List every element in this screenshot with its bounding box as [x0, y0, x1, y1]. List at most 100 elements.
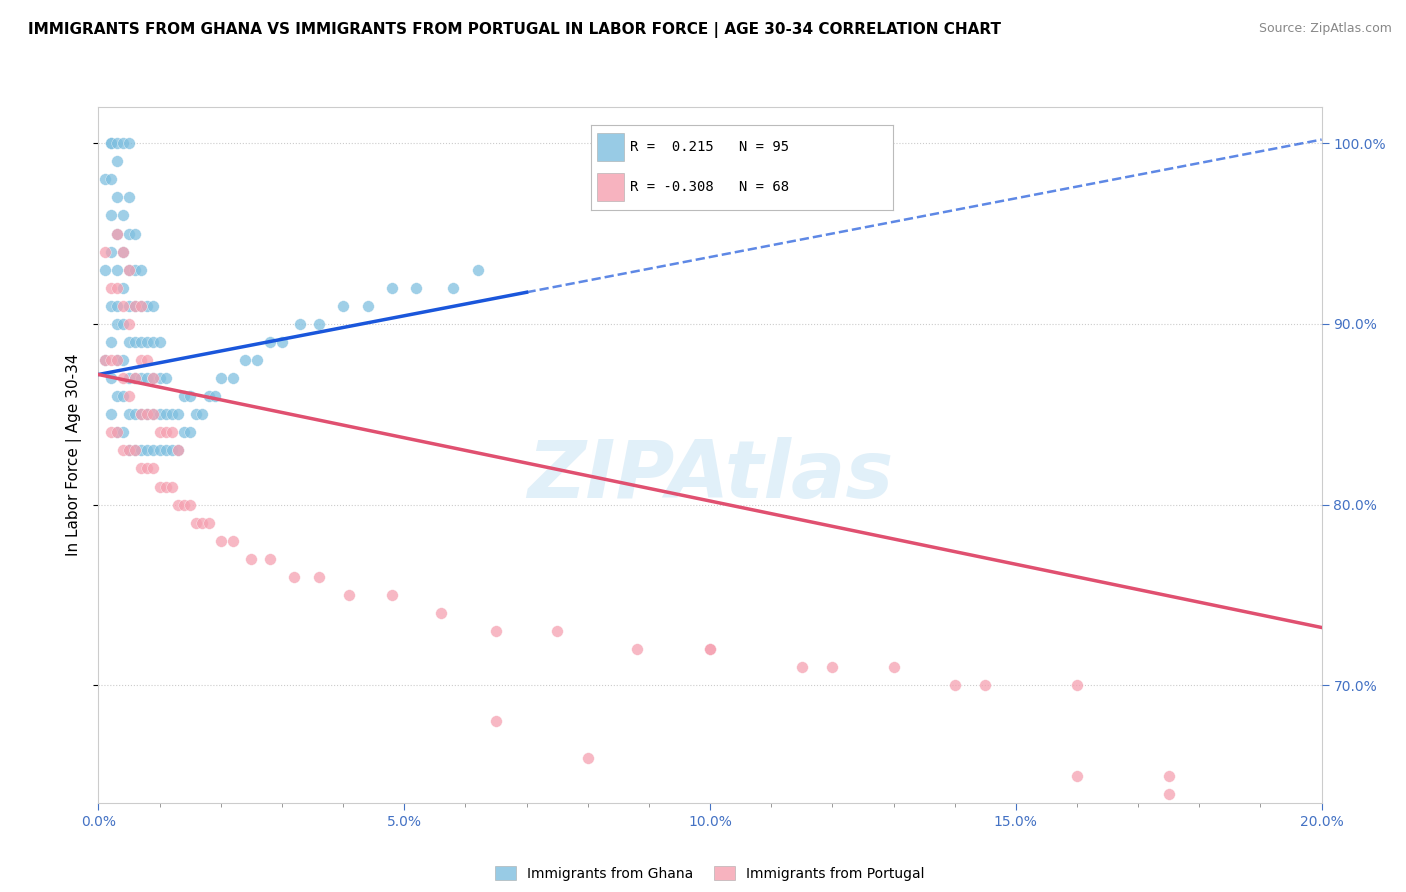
Point [197, 389, 219, 403]
Point [155, 479, 177, 493]
Point [441, 281, 464, 295]
Point [179, 389, 201, 403]
Point [179, 425, 201, 440]
Point [155, 443, 177, 458]
Point [118, 299, 141, 313]
Point [142, 443, 165, 458]
Point [883, 660, 905, 674]
Point [129, 299, 152, 313]
Point [118, 262, 141, 277]
Point [149, 371, 172, 385]
Point [111, 209, 134, 223]
Point [430, 606, 453, 620]
Point [129, 407, 152, 421]
Point [118, 190, 141, 204]
Point [308, 570, 330, 584]
Point [222, 533, 245, 548]
Point [118, 136, 141, 151]
Point [149, 479, 172, 493]
Point [111, 244, 134, 259]
Point [943, 678, 966, 692]
Point [155, 425, 177, 440]
Point [204, 389, 226, 403]
Point [142, 407, 165, 421]
Point [160, 443, 183, 458]
Point [105, 317, 128, 331]
Point [111, 317, 134, 331]
Point [129, 407, 152, 421]
Point [270, 334, 292, 349]
Point [821, 660, 844, 674]
Point [105, 425, 128, 440]
Point [186, 516, 208, 530]
Point [160, 407, 183, 421]
Point [105, 154, 128, 169]
Point [179, 498, 201, 512]
Point [111, 244, 134, 259]
Point [142, 371, 165, 385]
Point [111, 353, 134, 368]
Point [332, 299, 354, 313]
Point [381, 281, 404, 295]
Point [118, 371, 141, 385]
Point [160, 425, 183, 440]
Point [546, 624, 568, 639]
Point [100, 407, 122, 421]
Text: ZIPAtlas: ZIPAtlas [527, 437, 893, 515]
Legend: Immigrants from Ghana, Immigrants from Portugal: Immigrants from Ghana, Immigrants from P… [489, 861, 931, 887]
Point [105, 425, 128, 440]
Point [118, 227, 141, 241]
Point [100, 371, 122, 385]
Point [118, 334, 141, 349]
Point [142, 371, 165, 385]
Point [283, 570, 305, 584]
Point [100, 334, 122, 349]
Point [124, 334, 146, 349]
Point [136, 334, 159, 349]
Point [124, 371, 146, 385]
Point [105, 227, 128, 241]
Point [186, 407, 208, 421]
Point [149, 425, 172, 440]
Point [105, 299, 128, 313]
Point [100, 136, 122, 151]
Point [136, 299, 159, 313]
Point [259, 551, 281, 566]
Point [173, 425, 195, 440]
Point [405, 281, 427, 295]
Point [100, 172, 122, 186]
Point [337, 588, 360, 602]
Point [100, 244, 122, 259]
Point [111, 299, 134, 313]
Point [167, 443, 190, 458]
Point [149, 407, 172, 421]
Point [118, 407, 141, 421]
Point [167, 407, 190, 421]
Point [209, 533, 232, 548]
Point [124, 227, 146, 241]
Point [790, 660, 813, 674]
Point [209, 371, 232, 385]
Point [124, 443, 146, 458]
Point [111, 425, 134, 440]
Point [222, 371, 245, 385]
Point [699, 642, 721, 657]
Point [93, 244, 115, 259]
Point [142, 334, 165, 349]
Text: R = -0.308   N = 68: R = -0.308 N = 68 [630, 180, 789, 194]
Point [149, 334, 172, 349]
Point [308, 317, 330, 331]
Point [626, 642, 648, 657]
Point [576, 750, 599, 764]
Point [129, 299, 152, 313]
Point [699, 642, 721, 657]
Point [124, 371, 146, 385]
Point [381, 588, 404, 602]
Point [149, 443, 172, 458]
Point [233, 353, 256, 368]
Point [111, 371, 134, 385]
Point [93, 353, 115, 368]
Point [197, 516, 219, 530]
Bar [596, 173, 624, 201]
Point [124, 407, 146, 421]
